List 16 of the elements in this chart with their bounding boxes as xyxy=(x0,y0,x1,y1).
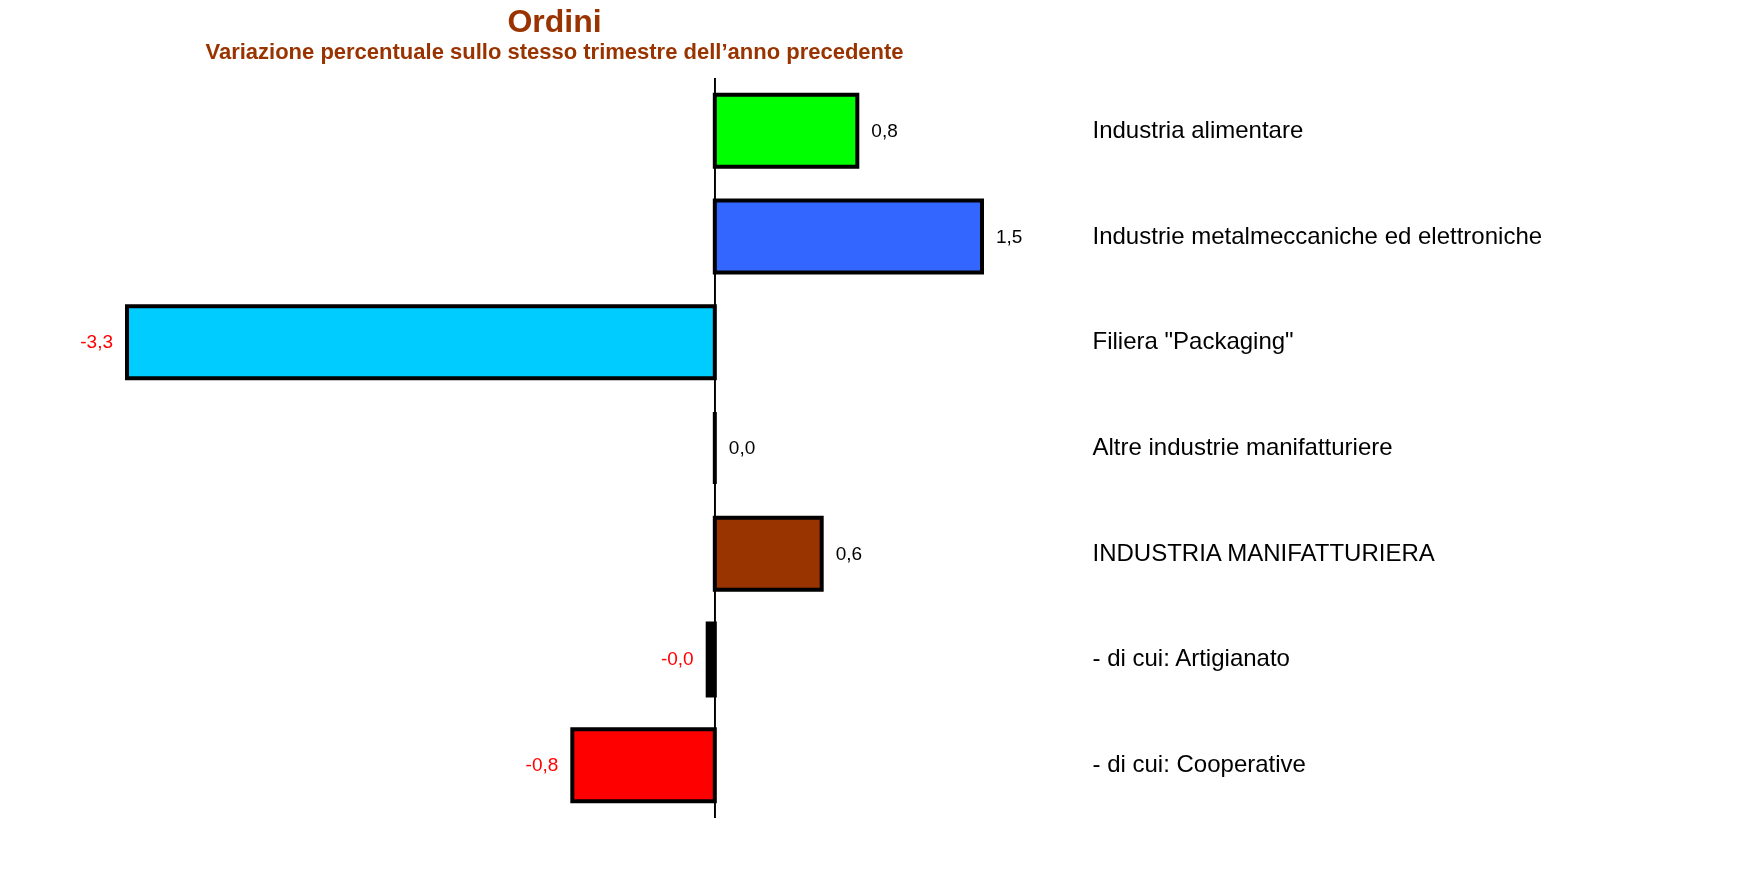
y-tick-label: Industria alimentare xyxy=(1092,115,1304,143)
data-label: 0,6 xyxy=(835,542,863,564)
data-label: 0,0 xyxy=(728,437,756,458)
data-label: 1,5 xyxy=(996,225,1023,247)
data-label: 0,8 xyxy=(871,119,898,141)
y-tick-label: Filiera "Packaging" xyxy=(1092,327,1294,355)
y-tick-label: INDUSTRIA MANIFATTURIERA xyxy=(1092,538,1435,566)
y-tick-label: - di cui: Cooperative xyxy=(1092,750,1306,778)
data-label: -0,0 xyxy=(660,648,694,670)
chart-subtitle: Variazione percentuale sullo stesso trimestre dell’anno precedente xyxy=(205,38,904,64)
chart-title: Ordini xyxy=(507,2,602,39)
data-label: -3,3 xyxy=(80,331,113,353)
data-label: -0,8 xyxy=(525,754,559,776)
y-tick-label: - di cui: Artigianato xyxy=(1092,644,1290,672)
y-tick-label: Altre industrie manifatturiere xyxy=(1092,433,1393,460)
y-tick-label: Industrie metalmeccaniche ed elettroniche xyxy=(1092,221,1543,249)
